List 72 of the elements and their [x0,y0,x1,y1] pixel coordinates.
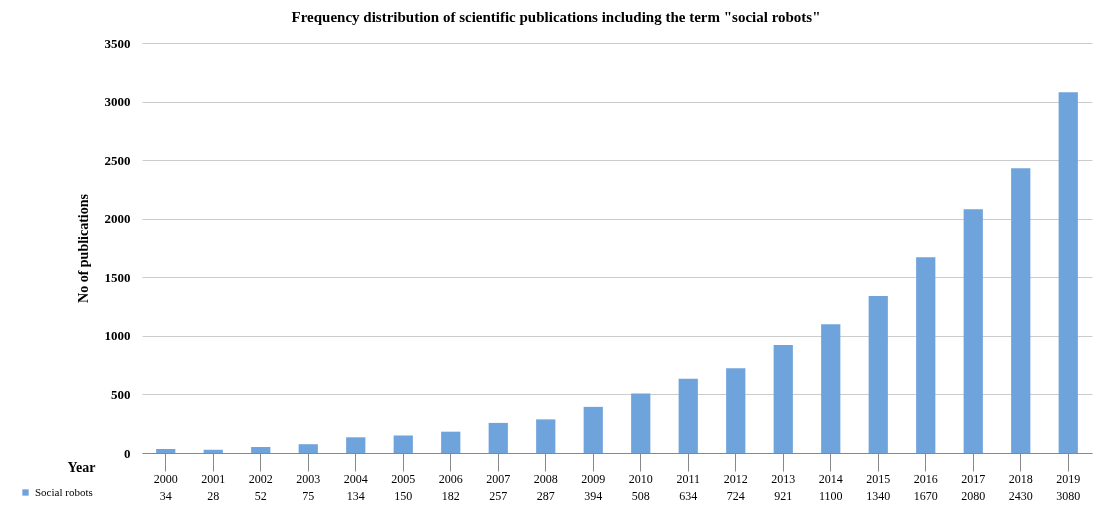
bar [156,449,176,453]
data-label: 34 [159,489,172,503]
x-tick-label: 2016 [913,471,938,486]
data-label: 1340 [866,489,891,503]
y-tick-label: 3000 [104,94,131,110]
data-label: 394 [584,489,603,503]
bar [441,431,461,453]
bar [488,422,508,453]
data-label: 287 [536,489,555,503]
data-label: 2080 [961,489,986,503]
data-label: 134 [346,489,365,503]
bar [536,419,556,453]
x-tick-label: 2008 [533,471,558,486]
bar [1011,168,1031,453]
data-label: 2430 [1008,489,1033,503]
x-tick-label: 2006 [438,471,463,486]
bar [963,209,983,453]
legend-label: Social robots [35,485,93,498]
chart-title: Frequency distribution of scientific publications including the term "social robots" [291,9,821,25]
y-tick-label: 0 [124,445,131,461]
bar [726,368,746,453]
data-label: 75 [302,489,315,503]
bar [631,393,651,453]
x-tick-label: 2019 [1056,471,1081,486]
x-tick-label: 2004 [343,471,368,486]
data-label: 52 [254,489,267,503]
bar [298,444,318,453]
y-tick-label: 2500 [104,152,131,168]
bar [251,446,271,453]
x-tick-label: 2017 [961,471,986,486]
x-tick-label: 2000 [153,471,178,486]
bar [868,296,888,453]
x-tick-label: 2002 [248,471,273,486]
data-label: 150 [394,489,413,503]
x-tick-label: 2007 [486,471,511,486]
x-tick-label: 2010 [628,471,653,486]
x-tick-label: 2009 [581,471,606,486]
data-label: 724 [726,489,745,503]
x-tick-label: 2001 [201,471,226,486]
x-axis-title: Year [67,459,96,475]
x-tick-label: 2012 [723,471,748,486]
bar [916,257,936,453]
data-label: 3080 [1056,489,1081,503]
data-label: 182 [441,489,460,503]
data-label: 921 [774,489,793,503]
bar [1058,92,1078,453]
bar [203,449,223,453]
data-label: 28 [207,489,220,503]
y-tick-label: 2000 [104,211,131,227]
bar [678,378,698,453]
x-tick-label: 2018 [1008,471,1033,486]
x-tick-label: 2005 [391,471,416,486]
bar [393,435,413,453]
x-tick-label: 2003 [296,471,321,486]
bar [773,345,793,453]
x-tick-label: 2014 [818,471,843,486]
data-label: 508 [631,489,650,503]
x-tick-label: 2011 [676,471,701,486]
y-tick-label: 500 [111,386,131,402]
y-tick-label: 1500 [104,269,131,285]
bar [583,406,603,453]
y-axis-title: No of publications [75,193,91,303]
bar [346,437,366,453]
data-label: 1670 [913,489,938,503]
x-tick-label: 2015 [866,471,891,486]
data-label: 634 [679,489,698,503]
y-tick-label: 1000 [104,328,131,344]
data-label: 1100 [818,489,843,503]
bar [821,324,841,453]
data-label: 257 [489,489,508,503]
x-tick-label: 2013 [771,471,796,486]
y-tick-label: 3500 [104,35,131,51]
